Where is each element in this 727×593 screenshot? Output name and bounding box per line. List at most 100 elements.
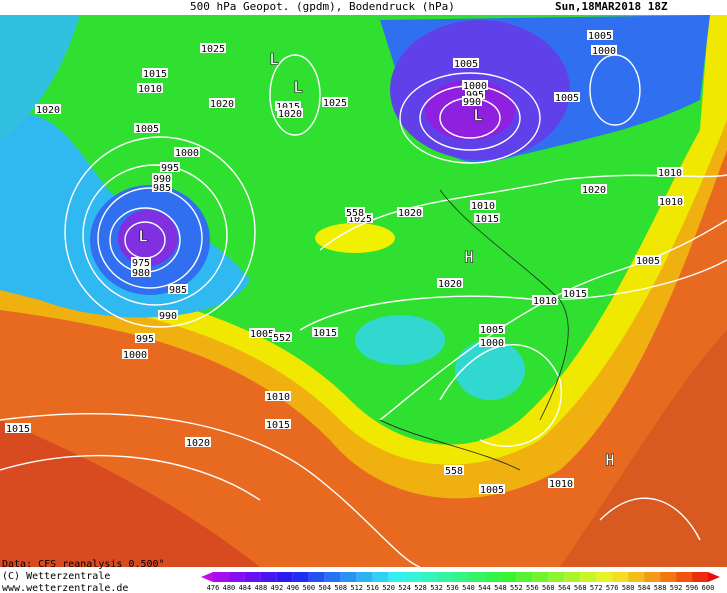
colorbar-label: 524 [398, 584, 411, 592]
contour-label: 1015 [563, 289, 587, 300]
colorbar-label: 568 [574, 584, 587, 592]
title-strip [0, 0, 727, 15]
colorbar-label: 588 [654, 584, 667, 592]
contour-label: 1020 [438, 279, 462, 290]
colorbar-label: 536 [446, 584, 459, 592]
cold-core [425, 80, 515, 140]
contour-label: 1010 [266, 392, 290, 403]
contour-label-box [312, 327, 338, 337]
colorbar-label: 476 [207, 584, 220, 592]
contour-label: 990 [153, 174, 171, 185]
colorbar-cell [484, 572, 501, 582]
contour-label-box [131, 257, 151, 267]
colorbar-cell [404, 572, 421, 582]
colorbar-cell [612, 572, 629, 582]
colorbar-label: 556 [526, 584, 539, 592]
colorbar-cell [580, 572, 597, 582]
colorbar-label: 484 [239, 584, 252, 592]
colorbar-label: 576 [606, 584, 619, 592]
colorbar-cell [436, 572, 453, 582]
contour-label-box [444, 465, 464, 475]
contour-label-box [134, 123, 160, 133]
contour-label: 1000 [592, 46, 616, 57]
contour-label-box [479, 324, 505, 334]
colorbar-cell [420, 572, 437, 582]
colorbar-label: 540 [462, 584, 475, 592]
colorbar-label: 552 [510, 584, 523, 592]
colorbar-cell [676, 572, 693, 582]
contour-label-box [345, 207, 365, 217]
colorbar-cell [324, 572, 341, 582]
colorbar-cell [628, 572, 645, 582]
contour-label-box [200, 43, 226, 53]
colorbar-label: 564 [558, 584, 571, 592]
coastline [379, 189, 569, 471]
colorbar-cell [468, 572, 485, 582]
colorbar-label: 520 [382, 584, 395, 592]
pressure-center: H [605, 451, 615, 470]
cool-area [355, 315, 445, 365]
contour-label: 1010 [138, 84, 162, 95]
contour-label-box [474, 213, 500, 223]
colorbar-label: 516 [366, 584, 379, 592]
contour-label-box [479, 337, 505, 347]
contour-label-box [462, 80, 488, 90]
cool-area [0, 15, 80, 140]
contour-label: 558 [445, 466, 463, 477]
colorbar-label: 584 [638, 584, 651, 592]
contour-label-box [122, 349, 148, 359]
colorbar-label: 512 [350, 584, 363, 592]
contour-label-box [265, 419, 291, 429]
footer-source: Data: CFS reanalysis 0.500° [2, 559, 165, 570]
contour-label: 980 [132, 268, 150, 279]
contour-label: 1025 [201, 44, 225, 55]
contour-label-box [453, 58, 479, 68]
contour-label: 1010 [471, 201, 495, 212]
colorbar-cell [516, 572, 533, 582]
colorbar-cell [356, 572, 373, 582]
contour-label: 1000 [123, 350, 147, 361]
contour-label-box [635, 255, 661, 265]
contour-label-box [658, 196, 684, 206]
contour-label: 1020 [278, 109, 302, 120]
colorbar-cell [660, 572, 677, 582]
contour-label-box [35, 104, 61, 114]
colorbar-label: 504 [318, 584, 331, 592]
colorbar-cell [228, 572, 245, 582]
colorbar-cell [548, 572, 565, 582]
colorbar-label: 600 [702, 584, 715, 592]
contour-label: 1015 [266, 420, 290, 431]
contour-label: 1020 [582, 185, 606, 196]
map [0, 15, 727, 567]
contour-label-box [581, 184, 607, 194]
colorbar-label: 492 [271, 584, 284, 592]
map-date: Sun,18MAR2018 18Z [555, 0, 668, 13]
footer-url: www.wetterzentrale.de [2, 583, 128, 593]
colorbar-label: 544 [478, 584, 491, 592]
contour-label-box [160, 162, 180, 172]
contour-label-box [587, 30, 613, 40]
contour-label-box [322, 97, 348, 107]
contour-label-box [347, 213, 373, 223]
contour-label-box [548, 478, 574, 488]
contour-label: 1025 [348, 214, 372, 225]
contour-label-box [465, 89, 485, 99]
colorbar-label: 496 [287, 584, 300, 592]
contour-label: 995 [161, 163, 179, 174]
colorbar-label: 596 [686, 584, 699, 592]
contour-label: 1020 [186, 438, 210, 449]
contour-label: 1005 [250, 329, 274, 340]
colorbar-label: 572 [590, 584, 603, 592]
colorbar-label: 532 [430, 584, 443, 592]
contour-label: 1015 [6, 424, 30, 435]
contour-label: 985 [153, 183, 171, 194]
contour-label-box [470, 200, 496, 210]
colorbar-cell [564, 572, 581, 582]
pressure-center: L [138, 227, 148, 246]
contour-label-box [554, 92, 580, 102]
colorbar-label: 528 [414, 584, 427, 592]
warm-area [560, 330, 727, 567]
colorbar-label: 560 [542, 584, 555, 592]
contour-label: 1015 [276, 102, 300, 113]
contour-label: 1000 [175, 148, 199, 159]
